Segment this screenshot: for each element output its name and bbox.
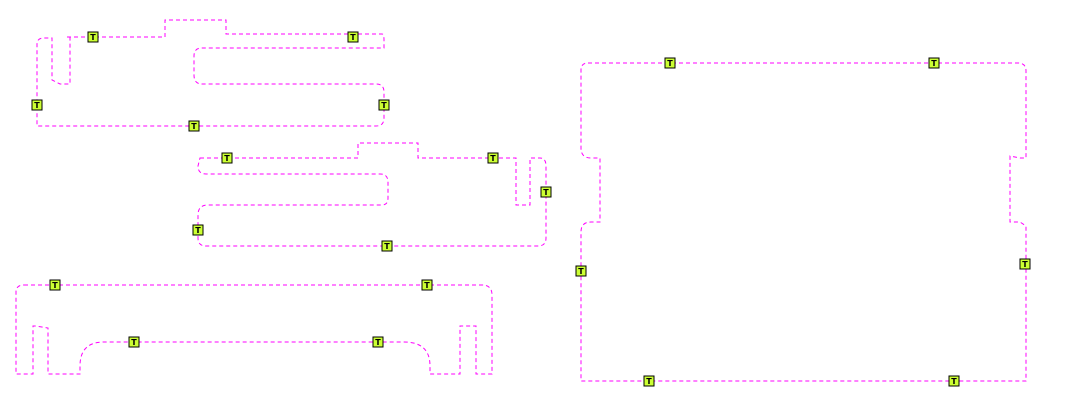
tab-label: T — [52, 281, 58, 290]
tab-marker-icon — [31, 99, 43, 111]
tab-marker[interactable]: T — [928, 57, 940, 69]
tab-label: T — [131, 338, 137, 347]
tab-label: T — [931, 59, 937, 68]
tab-label: T — [578, 267, 584, 276]
tab-label: T — [90, 33, 96, 42]
tab-marker[interactable]: T — [31, 99, 43, 111]
tab-label: T — [34, 101, 40, 110]
part-4-outline — [580, 62, 1027, 382]
tab-marker-icon — [378, 99, 390, 111]
tab-marker[interactable]: T — [381, 240, 393, 252]
tab-marker-icon — [1019, 258, 1031, 270]
tab-label: T — [490, 154, 496, 163]
tab-label: T — [224, 154, 230, 163]
tab-marker[interactable]: T — [49, 279, 61, 291]
tab-marker[interactable]: T — [372, 336, 384, 348]
tab-marker[interactable]: T — [128, 336, 140, 348]
tab-marker[interactable]: T — [192, 224, 204, 236]
tab-marker[interactable]: T — [421, 279, 433, 291]
tab-marker-icon — [575, 265, 587, 277]
tab-label: T — [381, 101, 387, 110]
tab-marker[interactable]: T — [948, 375, 960, 387]
tab-marker[interactable]: T — [221, 152, 233, 164]
part-3: T T T T — [15, 279, 493, 375]
part-3-outline — [15, 284, 493, 375]
tab-marker[interactable]: T — [378, 99, 390, 111]
tab-marker-icon — [128, 336, 140, 348]
tab-marker-icon — [948, 375, 960, 387]
tab-marker-icon — [487, 152, 499, 164]
part-1: T T T T T — [31, 19, 390, 132]
tab-marker-icon — [381, 240, 393, 252]
tab-label: T — [1022, 260, 1028, 269]
tab-marker-icon — [664, 57, 676, 69]
tab-marker-icon — [372, 336, 384, 348]
tab-marker-icon — [540, 186, 552, 198]
part-1-outline — [36, 19, 385, 127]
tab-marker-icon — [421, 279, 433, 291]
tab-marker-icon — [643, 375, 655, 387]
tab-label: T — [646, 377, 652, 386]
tab-marker-icon — [87, 31, 99, 43]
tab-label: T — [384, 242, 390, 251]
tab-label: T — [375, 338, 381, 347]
part-2: T T T T T — [192, 142, 552, 252]
tab-label: T — [951, 377, 957, 386]
tab-marker[interactable]: T — [87, 31, 99, 43]
tab-label: T — [667, 59, 673, 68]
tab-marker[interactable]: T — [1019, 258, 1031, 270]
tab-label: T — [424, 281, 430, 290]
tab-marker[interactable]: T — [540, 186, 552, 198]
tab-marker-icon — [928, 57, 940, 69]
tab-label: T — [191, 122, 197, 131]
part-4: T T T T T T — [575, 57, 1031, 387]
tab-marker[interactable]: T — [188, 120, 200, 132]
tab-label: T — [195, 226, 201, 235]
tab-label: T — [350, 33, 356, 42]
tab-marker-icon — [49, 279, 61, 291]
tab-marker[interactable]: T — [643, 375, 655, 387]
tab-marker-icon — [221, 152, 233, 164]
tab-marker[interactable]: T — [664, 57, 676, 69]
tab-marker[interactable]: T — [347, 31, 359, 43]
tab-marker-icon — [347, 31, 359, 43]
tab-label: T — [543, 188, 549, 197]
tab-marker-icon — [192, 224, 204, 236]
tab-marker-icon — [188, 120, 200, 132]
tab-marker[interactable]: T — [575, 265, 587, 277]
part-2-outline — [197, 142, 547, 247]
tab-marker[interactable]: T — [487, 152, 499, 164]
